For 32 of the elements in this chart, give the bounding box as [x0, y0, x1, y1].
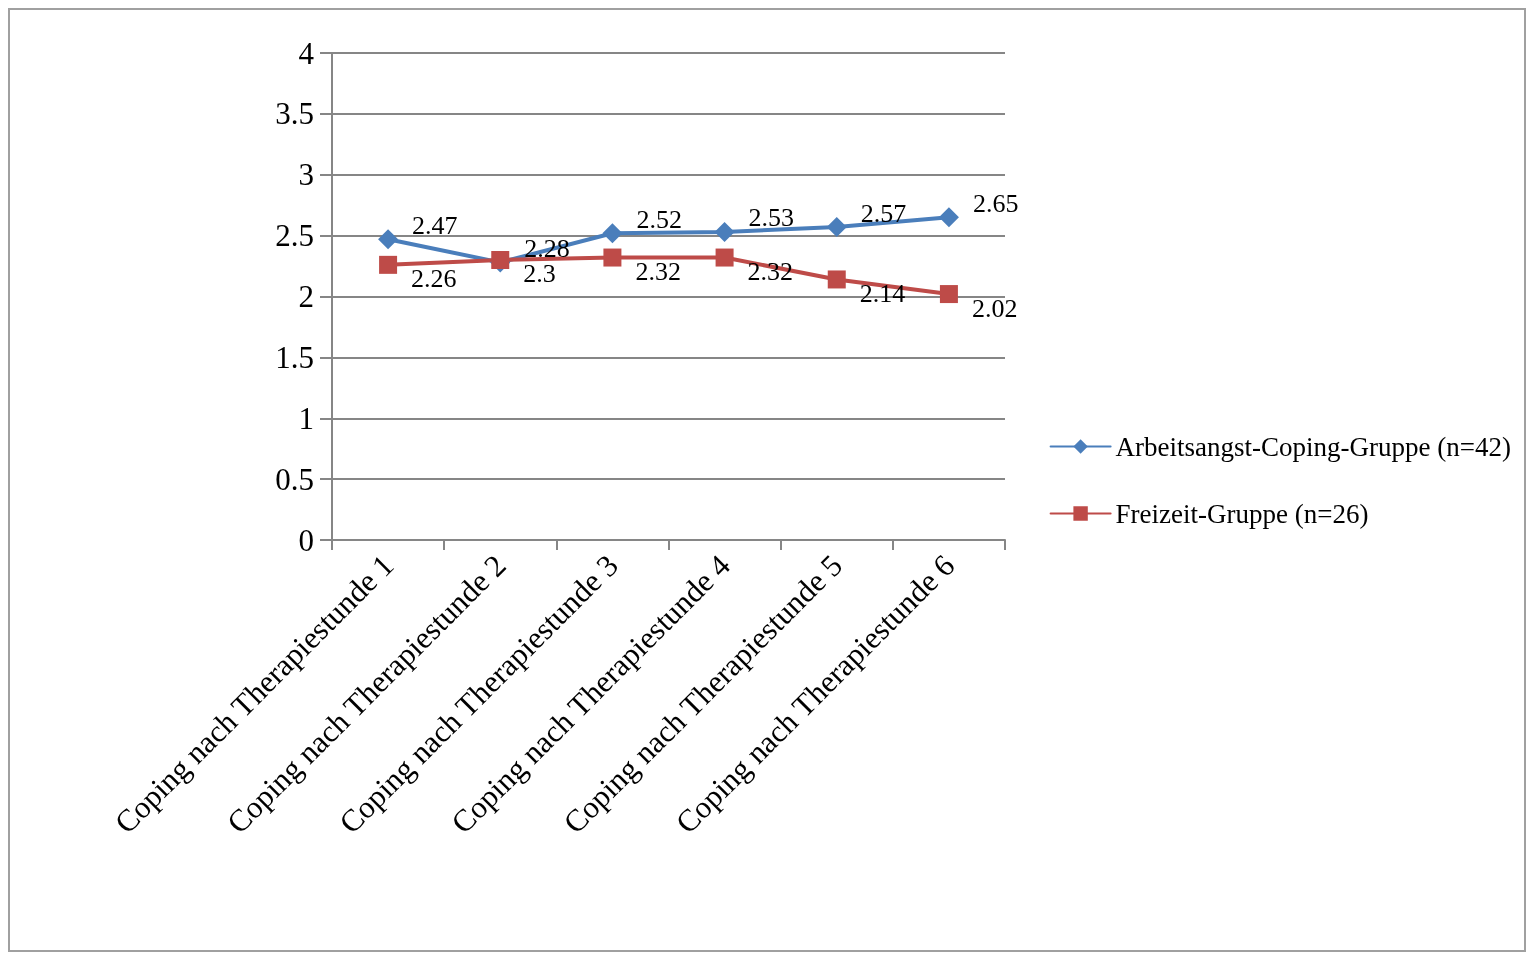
y-tick-label: 1.5 — [275, 339, 314, 375]
data-label: 2.02 — [971, 293, 1018, 323]
y-tick-label: 3.5 — [275, 96, 314, 132]
y-tick-label: 2.5 — [275, 218, 314, 254]
point — [826, 217, 847, 238]
y-tick-label: 1 — [298, 400, 314, 436]
y-tick-label: 2 — [298, 279, 314, 314]
legend-label: Freizeit-Gruppe (n=26) — [1115, 498, 1369, 529]
data-label: 2.53 — [748, 203, 795, 233]
y-tick-label: 4 — [298, 35, 315, 71]
legend-label: Arbeitsangst-Coping-Gruppe (n=42) — [1115, 431, 1511, 462]
data-label: 2.3 — [523, 259, 556, 289]
y-tick-label: 0 — [298, 522, 314, 558]
y-tick-label: 0.5 — [275, 461, 314, 497]
point — [491, 250, 510, 269]
point — [603, 248, 622, 267]
point — [379, 255, 398, 274]
data-label: 2.14 — [859, 278, 906, 308]
data-label: 2.26 — [411, 264, 457, 294]
data-label: 2.65 — [972, 188, 1019, 218]
data-label: 2.57 — [860, 198, 907, 228]
y-tick-label: 3 — [298, 157, 314, 193]
point — [714, 221, 735, 242]
point — [602, 223, 623, 244]
point — [938, 207, 959, 228]
point — [939, 285, 958, 304]
point — [827, 270, 846, 289]
point — [715, 248, 734, 267]
data-label: 2.52 — [636, 204, 682, 234]
data-label: 2.47 — [412, 210, 458, 240]
data-label: 2.32 — [635, 257, 681, 287]
point — [378, 229, 399, 250]
